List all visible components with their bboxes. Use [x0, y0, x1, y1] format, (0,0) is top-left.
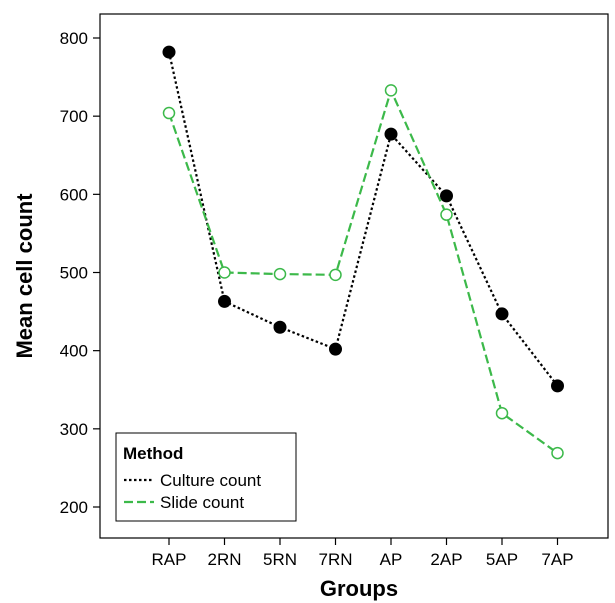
y-tick-label: 500	[60, 264, 88, 283]
x-tick-label: RAP	[152, 550, 187, 569]
y-tick-label: 800	[60, 29, 88, 48]
data-point-culture-count	[218, 294, 231, 308]
legend-label-culture: Culture count	[160, 471, 261, 490]
y-axis-label: Mean cell count	[12, 193, 37, 359]
data-point-culture-count	[551, 379, 564, 393]
data-point-culture-count	[162, 45, 176, 59]
y-axis: 200 300 400 500 600 700 800	[60, 29, 100, 517]
x-tick-label: 5AP	[486, 550, 518, 569]
data-point-slide-count	[440, 208, 453, 221]
plot-frame	[99, 13, 609, 539]
data-point-culture-count	[495, 307, 509, 321]
data-point-culture-count	[273, 320, 287, 334]
series-line-slide-count	[167, 87, 559, 454]
data-point-culture-count	[440, 189, 453, 203]
data-point-culture-count	[329, 342, 342, 356]
data-point-slide-count	[495, 406, 509, 420]
data-point-slide-count	[273, 267, 287, 281]
data-point-slide-count	[551, 446, 564, 460]
y-tick-label: 200	[60, 498, 88, 517]
y-tick-label: 700	[60, 107, 88, 126]
x-tick-label: 5RN	[263, 550, 297, 569]
y-tick-label: 600	[60, 185, 88, 204]
legend-title: Method	[123, 444, 183, 463]
data-point-slide-count	[384, 84, 398, 97]
legend: Method Culture count Slide count	[115, 432, 297, 522]
data-point-slide-count	[162, 106, 176, 120]
series-line-culture-count	[167, 51, 559, 387]
legend-box	[115, 432, 297, 522]
y-tick-label: 300	[60, 420, 88, 439]
x-tick-label: 2RN	[207, 550, 241, 569]
y-tick-label: 400	[60, 342, 88, 361]
x-tick-label: 7AP	[541, 550, 573, 569]
data-point-slide-count	[218, 266, 231, 279]
x-tick-label: AP	[380, 550, 403, 569]
x-axis-label: Groups	[320, 576, 398, 601]
legend-label-slide: Slide count	[160, 493, 244, 512]
data-point-slide-count	[329, 268, 342, 282]
x-tick-label: 7RN	[318, 550, 352, 569]
series-layer	[162, 45, 564, 460]
data-point-culture-count	[384, 127, 398, 141]
x-axis: RAP 2RN 5RN 7RN AP 2AP 5AP 7AP	[152, 538, 574, 569]
x-tick-label: 2AP	[430, 550, 462, 569]
